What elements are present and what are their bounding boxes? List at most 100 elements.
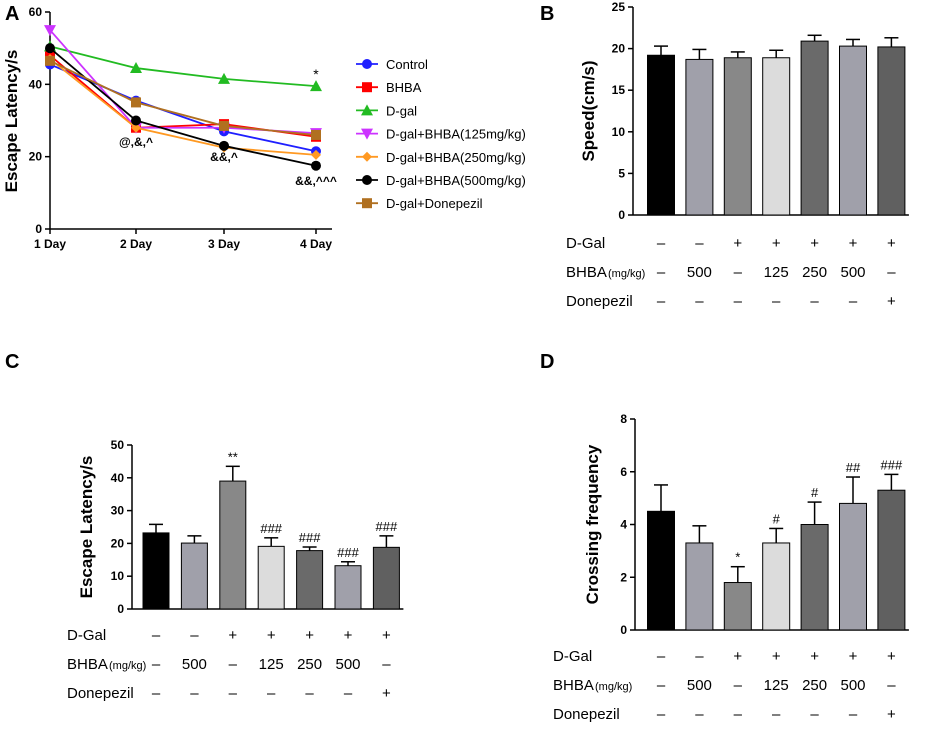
treatment-cell: + [887, 706, 896, 723]
y-tick-label: 30 [111, 504, 125, 518]
panel-a-line-chart: 0 20 40 60 1 Day 2 Day 3 Day 4 Day Escape Latenc… [2, 5, 526, 251]
panel-b-bar-chart: 0 5 10 15 20 25 Speed(cm/s) D-Gal – – + + + + + BHBA (mg… [566, 0, 909, 310]
bar-3 [762, 57, 791, 216]
treatment-cell: – [657, 293, 666, 310]
treatment-cell: – [695, 648, 704, 665]
treatment-cell: – [772, 293, 781, 310]
treatment-cell: – [382, 656, 391, 673]
significance-label-6: ### [881, 457, 903, 472]
legend-marker-3 [361, 128, 373, 140]
treatment-cell: – [267, 685, 276, 702]
treatment-cell: – [849, 293, 858, 310]
significance-label-2: ** [228, 449, 238, 464]
x-tick-label: 1 Day [34, 237, 66, 251]
y-axis-title: Crossing frequency [583, 444, 602, 604]
y-tick-label: 10 [612, 125, 626, 139]
treatment-cell: – [810, 293, 819, 310]
data-point-3-0 [44, 25, 56, 37]
treatment-cell: – [657, 677, 666, 694]
y-tick-label: 10 [111, 569, 125, 583]
treatment-cell: 250 [297, 656, 322, 673]
significance-label-3: # [773, 511, 781, 526]
y-tick-label: 6 [620, 465, 627, 479]
bar-4 [296, 550, 324, 610]
legend-label-6: D-gal+Donepezil [386, 196, 483, 211]
treatment-cell: – [810, 706, 819, 723]
bar-1 [685, 542, 714, 631]
legend-marker-0 [362, 59, 372, 69]
bar-2 [723, 582, 752, 631]
significance-label-2: * [735, 550, 740, 565]
data-point-2-1 [130, 62, 142, 74]
bar-1 [685, 58, 714, 216]
treatment-cell: + [810, 648, 819, 665]
bar-0 [647, 54, 675, 216]
legend-marker-1 [362, 82, 372, 93]
data-point-6-0 [45, 55, 55, 66]
data-point-6-2 [219, 120, 229, 131]
treatment-row-label-1: BHBA [553, 677, 594, 694]
legend-label-1: BHBA [386, 80, 422, 95]
y-tick-label: 15 [612, 83, 626, 97]
bar-6 [877, 489, 906, 631]
legend-label-4: D-gal+BHBA(250mg/kg) [386, 150, 526, 165]
bar-6 [877, 46, 906, 216]
series-line-2 [49, 45, 317, 88]
treatment-cell: 500 [840, 264, 865, 281]
y-tick-label: 0 [35, 222, 42, 236]
y-tick-label: 20 [111, 536, 125, 550]
treatment-cell: + [810, 235, 819, 252]
treatment-cell: + [772, 235, 781, 252]
y-tick-label: 0 [618, 208, 625, 222]
data-point-2-2 [218, 72, 230, 84]
treatment-cell: – [152, 656, 161, 673]
bar-2 [219, 480, 247, 610]
treatment-cell: – [734, 293, 743, 310]
bar-3 [257, 545, 285, 610]
treatment-cell: – [734, 706, 743, 723]
significance-label-3: ### [260, 521, 282, 536]
data-point-5-1 [131, 115, 141, 126]
treatment-row-unit: (mg/kg) [595, 681, 632, 693]
series-line-1 [49, 54, 317, 138]
treatment-cell: + [733, 235, 742, 252]
bar-0 [142, 532, 170, 610]
treatment-cell: – [152, 685, 161, 702]
annotation-label: * [313, 66, 319, 82]
bar-5 [839, 502, 867, 631]
series-line-6 [49, 60, 317, 136]
treatment-cell: 125 [764, 677, 789, 694]
bar-5 [334, 565, 362, 610]
treatment-row-unit: (mg/kg) [608, 268, 645, 280]
treatment-cell: 500 [687, 677, 712, 694]
treatment-cell: 250 [802, 264, 827, 281]
y-axis-title: Escape Latency/s [2, 50, 21, 193]
x-tick-label: 4 Day [300, 237, 332, 251]
treatment-cell: – [887, 264, 896, 281]
y-tick-label: 8 [620, 412, 627, 426]
treatment-cell: + [305, 627, 314, 644]
y-tick-label: 0 [620, 623, 627, 637]
treatment-cell: – [152, 627, 161, 644]
treatment-cell: + [887, 235, 896, 252]
annotation-label: @,&,^ [119, 135, 153, 149]
panel-letter-c: C [5, 351, 19, 373]
y-tick-label: 2 [620, 570, 627, 584]
significance-label-5: ### [337, 545, 359, 560]
treatment-row-label-1: BHBA [67, 656, 108, 673]
legend-label-5: D-gal+BHBA(500mg/kg) [386, 173, 526, 188]
panel-letter-b: B [540, 3, 554, 25]
treatment-cell: + [772, 648, 781, 665]
bar-4 [800, 40, 829, 216]
treatment-cell: 500 [182, 656, 207, 673]
data-point-5-2 [219, 140, 229, 151]
annotation-label: &&,^ [210, 150, 238, 164]
treatment-cell: – [229, 656, 238, 673]
treatment-row-label-0: D-Gal [566, 235, 605, 252]
treatment-cell: + [344, 627, 353, 644]
data-point-2-3 [310, 80, 322, 92]
panel-letter-a: A [5, 3, 19, 25]
legend-label-0: Control [386, 57, 428, 72]
y-axis-title: Speed(cm/s) [579, 60, 598, 161]
y-tick-label: 4 [620, 518, 627, 532]
